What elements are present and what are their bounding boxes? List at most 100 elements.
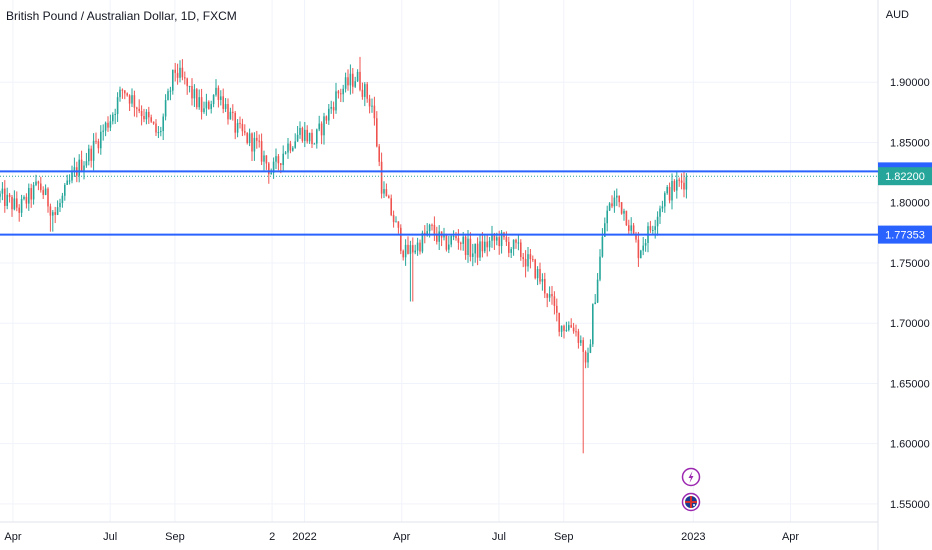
candle	[174, 62, 176, 82]
candle	[472, 243, 474, 267]
candle	[376, 111, 378, 148]
candle	[534, 258, 536, 280]
candle	[152, 121, 155, 125]
y-tick-label: 1.70000	[890, 318, 930, 330]
candle	[299, 121, 301, 139]
candle	[138, 99, 140, 114]
candle	[203, 101, 205, 114]
candle	[284, 151, 287, 155]
candle	[438, 225, 440, 251]
candle	[28, 183, 30, 211]
candle	[536, 266, 539, 286]
candle	[433, 216, 436, 241]
candle	[131, 88, 133, 107]
candle	[92, 133, 95, 171]
candle	[80, 150, 83, 173]
candle	[289, 140, 292, 154]
lightning-event-icon[interactable]	[681, 467, 701, 487]
candle	[390, 194, 392, 217]
candle	[529, 248, 532, 269]
candle	[212, 94, 215, 108]
candle	[316, 128, 318, 149]
candle	[191, 78, 193, 106]
y-tick-label: 1.65000	[890, 378, 930, 390]
candle	[373, 96, 376, 126]
candle	[181, 59, 184, 81]
candle	[277, 154, 280, 171]
candle	[265, 155, 268, 170]
candle	[246, 132, 248, 145]
currency-label: AUD	[885, 9, 909, 21]
candle	[313, 142, 316, 145]
candle	[71, 165, 73, 184]
candle	[229, 107, 232, 120]
candle	[234, 110, 236, 140]
candle	[164, 94, 167, 121]
candle	[232, 104, 234, 121]
candle	[224, 98, 227, 113]
candle	[253, 132, 256, 161]
candle	[304, 121, 306, 148]
candle	[628, 219, 630, 235]
candle	[133, 90, 136, 117]
candle	[404, 239, 407, 266]
candle	[239, 116, 241, 129]
candle	[311, 129, 313, 149]
candle	[517, 235, 520, 251]
candle	[1, 182, 4, 201]
candle	[169, 86, 172, 101]
last-price-label: 1.82200	[878, 167, 932, 186]
candle	[659, 205, 661, 224]
candle	[455, 232, 457, 241]
candle	[366, 82, 368, 103]
candle	[476, 237, 479, 266]
candle	[402, 249, 404, 261]
candle	[407, 236, 409, 255]
x-tick-label: 2	[269, 531, 275, 543]
australia-flag-event-icon[interactable]	[681, 492, 701, 512]
candle	[553, 291, 556, 315]
candle	[150, 114, 152, 123]
candle	[112, 112, 114, 125]
candle	[196, 88, 198, 110]
candle	[395, 216, 397, 223]
candle	[140, 105, 143, 126]
candle	[671, 173, 673, 210]
candle	[587, 347, 589, 368]
candle	[220, 90, 222, 106]
candle	[541, 273, 544, 291]
candle	[414, 244, 416, 255]
candle	[342, 84, 344, 103]
candle	[445, 233, 448, 252]
candle	[412, 237, 414, 302]
candle	[222, 88, 224, 114]
candle	[625, 210, 628, 226]
candle	[88, 144, 90, 166]
candle	[124, 90, 126, 100]
candle	[109, 114, 112, 132]
candle	[128, 94, 131, 111]
candle	[258, 134, 260, 148]
candle	[611, 195, 613, 209]
candle	[440, 231, 443, 247]
candle	[560, 325, 563, 338]
y-tick-label: 1.80000	[890, 198, 930, 210]
candle	[23, 195, 25, 201]
candle	[241, 118, 244, 137]
candle	[616, 188, 618, 207]
candle	[167, 88, 169, 101]
candle	[30, 183, 32, 208]
candle	[649, 220, 652, 233]
candle	[592, 303, 594, 347]
candle	[508, 236, 510, 258]
candle	[13, 190, 16, 211]
candle	[397, 221, 400, 234]
candle	[632, 222, 635, 235]
candle	[344, 72, 347, 93]
candle	[652, 225, 654, 235]
candle	[332, 101, 335, 119]
x-tick-label: Apr	[4, 531, 21, 543]
candle	[378, 143, 380, 167]
candle	[589, 339, 592, 354]
